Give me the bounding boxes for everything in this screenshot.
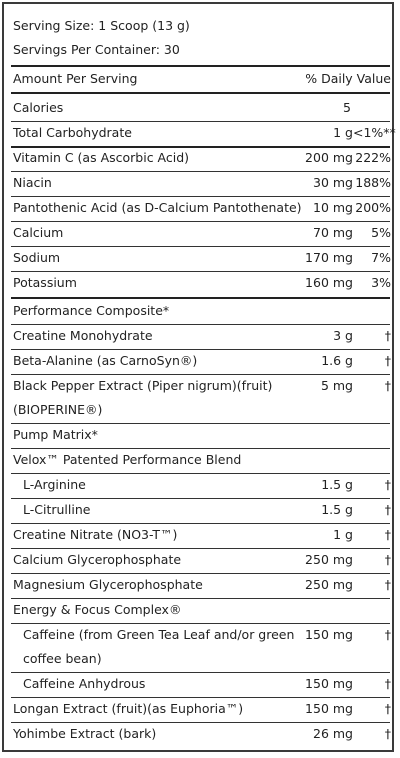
- divider: [11, 92, 390, 94]
- nutrient-amount: 170 mg: [305, 250, 353, 265]
- divider: [11, 271, 390, 272]
- ingredient-label: Caffeine Anhydrous: [23, 676, 146, 691]
- divider: [11, 146, 390, 148]
- ingredient-label: Creatine Monohydrate: [13, 328, 153, 343]
- amount-per-serving-header: Amount Per Serving: [13, 71, 138, 86]
- ingredient-label: Black Pepper Extract (Piper nigrum)(frui…: [13, 378, 273, 393]
- nutrient-daily-value: 200%: [355, 200, 391, 215]
- divider: [11, 498, 390, 499]
- ingredient-amount: 250 mg: [305, 577, 353, 592]
- ingredient-amount: 1.5 g: [321, 502, 353, 517]
- nutrient-daily-value: 3%: [371, 275, 391, 290]
- ingredient-amount: 3 g: [333, 328, 353, 343]
- divider: [11, 672, 390, 673]
- divider: [11, 722, 390, 723]
- nutrient-label: Calories: [13, 100, 64, 115]
- ingredient-amount: 1 g: [333, 527, 353, 542]
- section-label: Energy & Focus Complex®: [13, 602, 182, 617]
- ingredient-label: Creatine Nitrate (NO3-T™): [13, 527, 178, 542]
- ingredient-daily-value: †: [384, 701, 391, 716]
- ingredient-daily-value: †: [384, 378, 391, 393]
- ingredient-amount: 1.5 g: [321, 477, 353, 492]
- ingredient-label: Calcium Glycerophosphate: [13, 552, 182, 567]
- divider: [11, 221, 390, 222]
- ingredient-label-line2: (BIOPERINE®): [13, 402, 103, 417]
- nutrient-amount: 30 mg: [313, 175, 353, 190]
- divider: [11, 548, 390, 549]
- serving-size: Serving Size: 1 Scoop (13 g): [13, 18, 190, 33]
- ingredient-label: Caffeine (from Green Tea Leaf and/or gre…: [23, 627, 295, 642]
- divider: [11, 697, 390, 698]
- ingredient-label: L-Arginine: [23, 477, 86, 492]
- nutrient-amount: 160 mg: [305, 275, 353, 290]
- nutrient-daily-value: <1%**: [353, 125, 396, 140]
- nutrient-daily-value: 188%: [355, 175, 391, 190]
- supplement-facts-panel: Serving Size: 1 Scoop (13 g) Servings Pe…: [2, 2, 396, 752]
- divider: [11, 65, 390, 67]
- ingredient-label-line2: coffee bean): [23, 651, 102, 666]
- divider: [11, 598, 390, 599]
- ingredient-label: Yohimbe Extract (bark): [13, 726, 157, 741]
- divider: [11, 473, 390, 474]
- nutrient-daily-value: 222%: [355, 150, 391, 165]
- nutrient-amount: 10 mg: [313, 200, 353, 215]
- divider: [11, 297, 390, 299]
- nutrient-daily-value: 7%: [371, 250, 391, 265]
- nutrient-amount: 5: [343, 100, 351, 115]
- ingredient-amount: 150 mg: [305, 627, 353, 642]
- ingredient-daily-value: †: [384, 527, 391, 542]
- servings-per-container: Servings Per Container: 30: [13, 42, 180, 57]
- ingredient-daily-value: †: [384, 676, 391, 691]
- ingredient-daily-value: †: [384, 502, 391, 517]
- nutrient-label: Total Carbohydrate: [13, 125, 132, 140]
- ingredient-label: Beta-Alanine (as CarnoSyn®): [13, 353, 198, 368]
- ingredient-daily-value: †: [384, 577, 391, 592]
- nutrient-label: Potassium: [13, 275, 77, 290]
- divider: [11, 349, 390, 350]
- ingredient-daily-value: †: [384, 726, 391, 741]
- nutrient-label: Pantothenic Acid (as D-Calcium Pantothen…: [13, 200, 302, 215]
- nutrient-label: Vitamin C (as Ascorbic Acid): [13, 150, 190, 165]
- nutrient-amount: 200 mg: [305, 150, 353, 165]
- nutrient-amount: 1 g: [333, 125, 353, 140]
- ingredient-amount: 150 mg: [305, 701, 353, 716]
- nutrient-daily-value: 5%: [371, 225, 391, 240]
- divider: [11, 423, 390, 424]
- ingredient-amount: 150 mg: [305, 676, 353, 691]
- nutrient-label: Niacin: [13, 175, 52, 190]
- nutrient-label: Sodium: [13, 250, 61, 265]
- divider: [11, 324, 390, 325]
- section-label: Pump Matrix*: [13, 427, 98, 442]
- divider: [11, 623, 390, 624]
- ingredient-amount: 250 mg: [305, 552, 353, 567]
- ingredient-label: L-Citrulline: [23, 502, 91, 517]
- ingredient-amount: 5 mg: [320, 378, 353, 393]
- section-label: Performance Composite*: [13, 303, 170, 318]
- daily-value-header: % Daily Value: [305, 71, 391, 86]
- divider: [11, 121, 390, 122]
- ingredient-label: Longan Extract (fruit)(as Euphoria™): [13, 701, 244, 716]
- nutrient-label: Calcium: [13, 225, 64, 240]
- divider: [11, 448, 390, 449]
- ingredient-label: Magnesium Glycerophosphate: [13, 577, 203, 592]
- divider: [11, 171, 390, 172]
- ingredient-daily-value: †: [384, 328, 391, 343]
- divider: [11, 573, 390, 574]
- subsection-label: Velox™ Patented Performance Blend: [13, 452, 242, 467]
- nutrient-amount: 70 mg: [313, 225, 353, 240]
- ingredient-amount: 26 mg: [313, 726, 353, 741]
- ingredient-daily-value: †: [384, 627, 391, 642]
- divider: [11, 196, 390, 197]
- ingredient-daily-value: †: [384, 552, 391, 567]
- ingredient-amount: 1.6 g: [321, 353, 353, 368]
- ingredient-daily-value: †: [384, 477, 391, 492]
- divider: [11, 374, 390, 375]
- ingredient-daily-value: †: [384, 353, 391, 368]
- divider: [11, 523, 390, 524]
- divider: [11, 246, 390, 247]
